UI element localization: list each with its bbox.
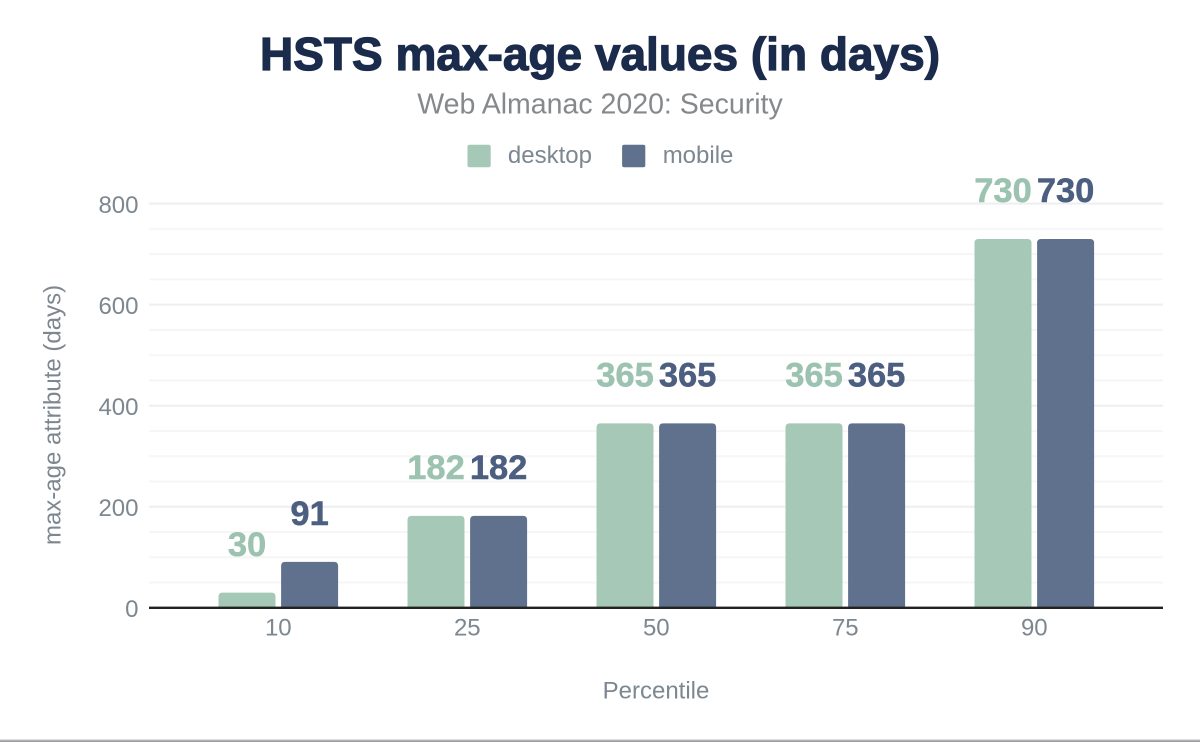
svg-text:400: 400 xyxy=(98,394,138,421)
svg-text:desktop: desktop xyxy=(508,142,592,169)
svg-text:25: 25 xyxy=(454,615,481,642)
svg-text:max-age attribute (days): max-age attribute (days) xyxy=(40,285,67,545)
svg-text:365: 365 xyxy=(785,357,843,395)
svg-text:Web Almanac 2020: Security: Web Almanac 2020: Security xyxy=(417,89,783,121)
svg-text:HSTS max-age values (in days): HSTS max-age values (in days) xyxy=(260,28,940,80)
svg-text:91: 91 xyxy=(290,495,328,533)
svg-text:365: 365 xyxy=(596,357,654,395)
svg-text:600: 600 xyxy=(98,293,138,320)
svg-text:0: 0 xyxy=(125,596,138,623)
svg-text:365: 365 xyxy=(659,357,717,395)
svg-text:90: 90 xyxy=(1021,615,1048,642)
svg-text:730: 730 xyxy=(1037,172,1095,210)
svg-text:800: 800 xyxy=(98,192,138,219)
svg-text:182: 182 xyxy=(407,449,465,487)
svg-text:30: 30 xyxy=(228,526,266,564)
svg-text:730: 730 xyxy=(974,172,1032,210)
svg-text:365: 365 xyxy=(848,357,906,395)
svg-text:75: 75 xyxy=(832,615,859,642)
svg-text:mobile: mobile xyxy=(663,142,734,169)
svg-text:200: 200 xyxy=(98,495,138,522)
svg-text:182: 182 xyxy=(470,449,528,487)
svg-text:10: 10 xyxy=(265,615,292,642)
svg-text:50: 50 xyxy=(643,615,670,642)
svg-text:Percentile: Percentile xyxy=(603,678,710,705)
